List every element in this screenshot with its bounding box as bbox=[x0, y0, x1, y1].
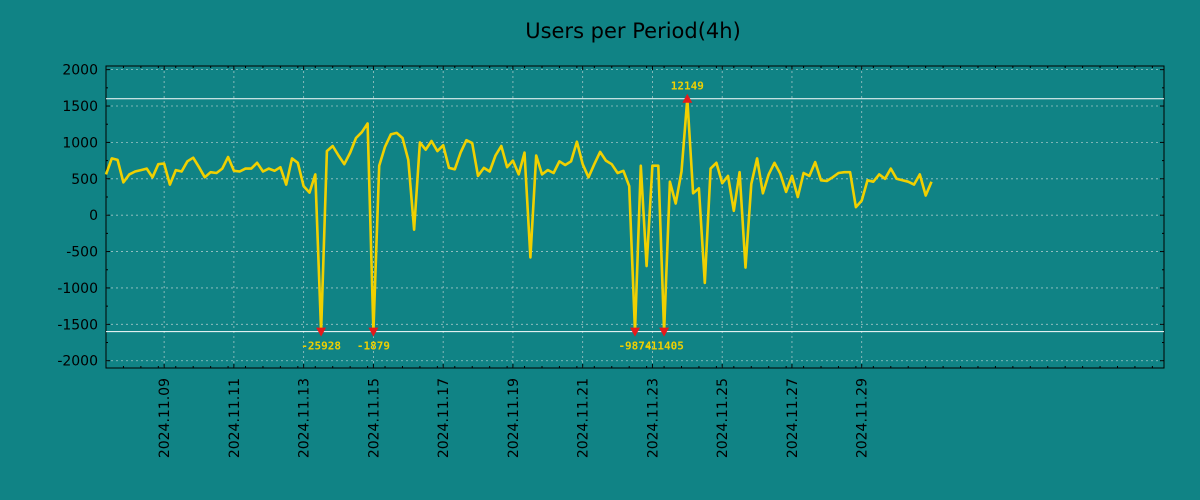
min-marker bbox=[630, 327, 640, 337]
x-tick-label: 2024.11.21 bbox=[576, 378, 592, 458]
x-tick-label: 2024.11.19 bbox=[506, 378, 522, 458]
series-layer bbox=[104, 97, 933, 333]
y-tick-label: -2000 bbox=[57, 354, 98, 370]
y-tick-label: 1000 bbox=[62, 135, 98, 151]
axes: 2000 1500 1000 500 0 -500 -1000 -1500 -2000 2024.… bbox=[57, 63, 1164, 458]
x-tick-label: 2024.11.29 bbox=[855, 378, 871, 458]
min-value-label: -1879 bbox=[357, 340, 390, 353]
y-tick-label: 1500 bbox=[62, 99, 98, 115]
x-tick-label: 2024.11.09 bbox=[157, 378, 173, 458]
y-tick-label: -1000 bbox=[57, 281, 98, 297]
min-marker bbox=[316, 327, 327, 337]
y-tick-label: 0 bbox=[89, 208, 98, 224]
max-value-label: 12149 bbox=[671, 80, 704, 93]
y-tick-label: 2000 bbox=[62, 63, 98, 79]
y-tick-label: 500 bbox=[71, 172, 98, 188]
y-tick-label: -1500 bbox=[57, 317, 98, 333]
min-value-label: -25928 bbox=[301, 340, 341, 353]
x-tick-label: 2024.11.23 bbox=[645, 378, 661, 458]
x-tick-label: 2024.11.25 bbox=[715, 378, 731, 458]
series-line-users bbox=[104, 97, 933, 333]
x-tick-label: 2024.11.17 bbox=[436, 378, 452, 458]
min-value-label: -9874 bbox=[618, 340, 651, 353]
y-tick-label: -500 bbox=[66, 245, 98, 261]
chart-title: Users per Period(4h) bbox=[525, 19, 741, 43]
plot-area bbox=[105, 65, 1165, 369]
marker-layer: -25928 -1879 -9874-11405 12149 bbox=[301, 80, 704, 353]
x-tick-label: 2024.11.13 bbox=[297, 378, 313, 458]
min-value-label: -11405 bbox=[644, 340, 684, 353]
min-marker bbox=[659, 327, 670, 337]
min-marker bbox=[368, 327, 379, 337]
x-tick-label: 2024.11.15 bbox=[366, 378, 382, 458]
x-tick-label: 2024.11.27 bbox=[785, 378, 801, 458]
max-marker bbox=[682, 93, 693, 103]
x-tick-label: 2024.11.11 bbox=[227, 378, 243, 458]
